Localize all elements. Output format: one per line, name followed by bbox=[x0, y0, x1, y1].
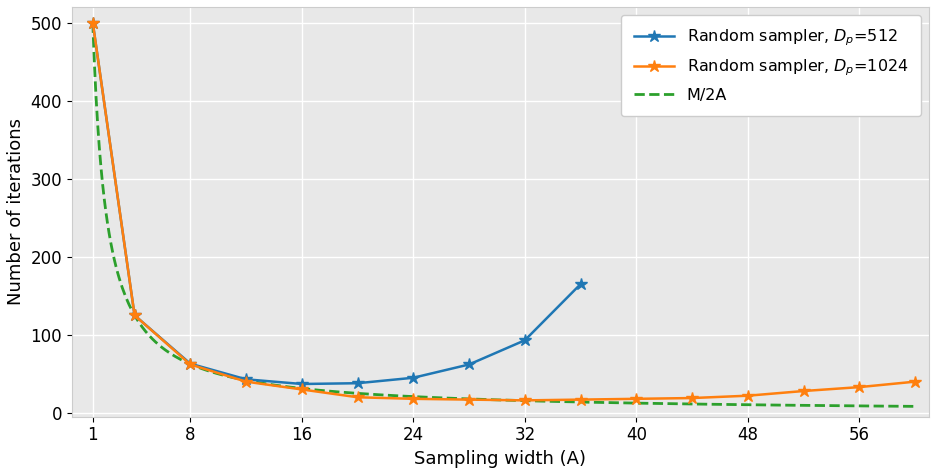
Random sampler, $D_p$=1024 bbox=[296, 387, 307, 392]
Random sampler, $D_p$=1024 bbox=[742, 393, 753, 399]
Random sampler, $D_p$=1024 bbox=[686, 395, 697, 401]
Random sampler, $D_p$=1024 bbox=[129, 313, 140, 318]
Random sampler, $D_p$=512 bbox=[575, 281, 586, 287]
M/2A bbox=[577, 399, 588, 405]
Random sampler, $D_p$=512 bbox=[519, 337, 531, 343]
M/2A bbox=[761, 402, 772, 408]
Random sampler, $D_p$=1024 bbox=[910, 379, 921, 384]
Random sampler, $D_p$=512 bbox=[463, 361, 475, 367]
Random sampler, $D_p$=1024 bbox=[408, 396, 419, 402]
Random sampler, $D_p$=1024 bbox=[631, 396, 642, 402]
Line: Random sampler, $D_p$=512: Random sampler, $D_p$=512 bbox=[86, 16, 587, 390]
Random sampler, $D_p$=1024 bbox=[798, 388, 810, 394]
Random sampler, $D_p$=1024 bbox=[463, 397, 475, 402]
X-axis label: Sampling width (A): Sampling width (A) bbox=[415, 450, 587, 468]
Line: M/2A: M/2A bbox=[93, 22, 915, 407]
Random sampler, $D_p$=512 bbox=[352, 380, 363, 386]
M/2A bbox=[483, 397, 494, 402]
M/2A bbox=[890, 403, 901, 409]
Random sampler, $D_p$=512 bbox=[184, 361, 196, 367]
Random sampler, $D_p$=1024 bbox=[575, 397, 586, 402]
Random sampler, $D_p$=1024 bbox=[519, 398, 531, 403]
Random sampler, $D_p$=512 bbox=[408, 375, 419, 380]
Random sampler, $D_p$=1024 bbox=[184, 361, 196, 367]
Y-axis label: Number of iterations: Number of iterations bbox=[7, 118, 25, 305]
Random sampler, $D_p$=1024 bbox=[87, 19, 98, 25]
M/2A bbox=[532, 398, 543, 404]
Random sampler, $D_p$=1024 bbox=[352, 394, 363, 400]
M/2A bbox=[477, 397, 489, 402]
M/2A bbox=[910, 404, 921, 409]
M/2A bbox=[87, 19, 98, 25]
Random sampler, $D_p$=1024 bbox=[854, 384, 865, 390]
Random sampler, $D_p$=512 bbox=[296, 381, 307, 387]
Random sampler, $D_p$=512 bbox=[241, 377, 252, 382]
Random sampler, $D_p$=512 bbox=[87, 19, 98, 25]
Line: Random sampler, $D_p$=1024: Random sampler, $D_p$=1024 bbox=[86, 16, 921, 407]
Random sampler, $D_p$=512 bbox=[129, 313, 140, 318]
Legend: Random sampler, $D_p$=512, Random sampler, $D_p$=1024, M/2A: Random sampler, $D_p$=512, Random sample… bbox=[622, 15, 921, 116]
Random sampler, $D_p$=1024 bbox=[241, 379, 252, 384]
